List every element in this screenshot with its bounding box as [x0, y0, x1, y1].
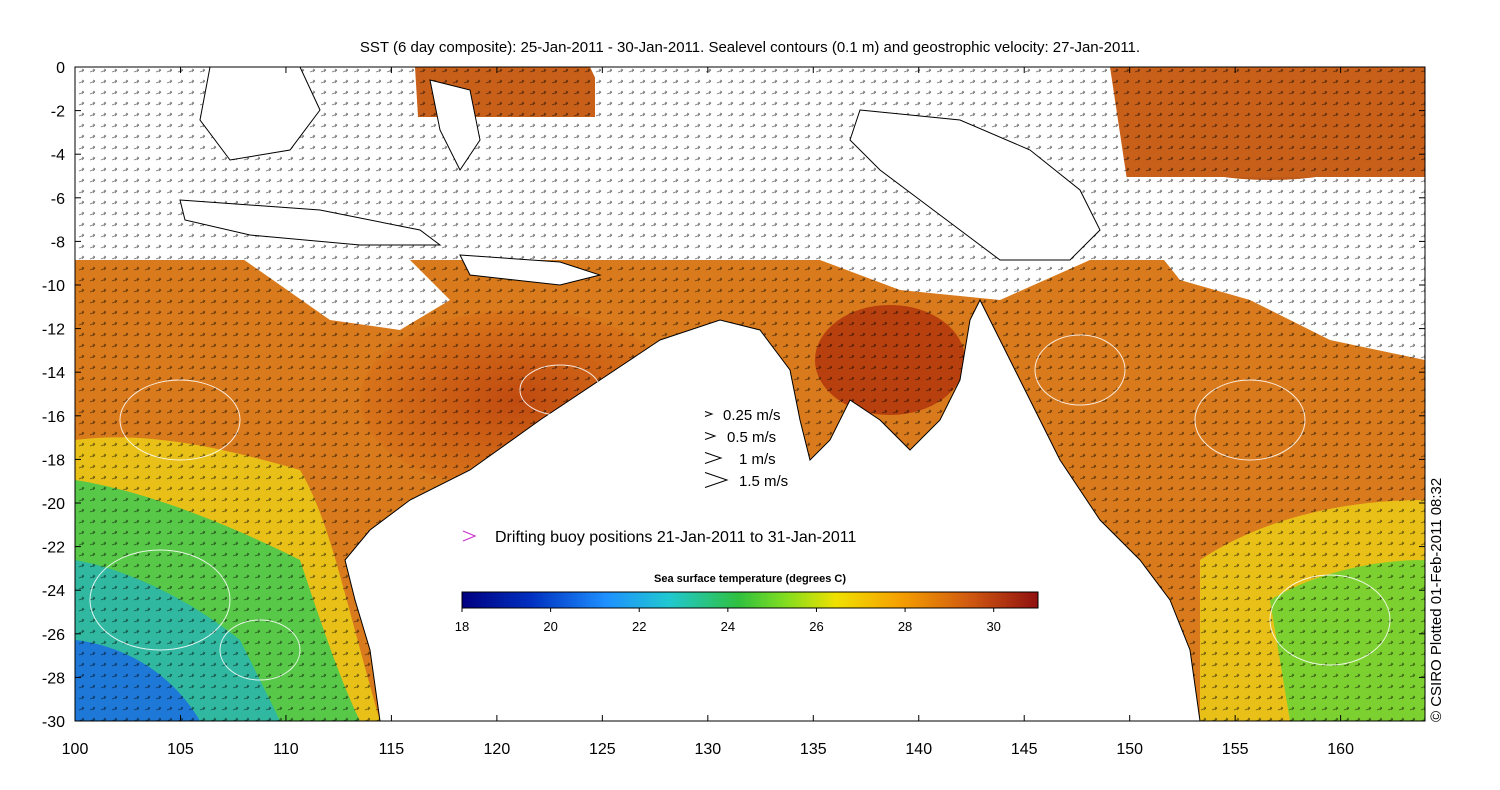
buoy-legend-label: Drifting buoy positions 21-Jan-2011 to 3…: [495, 529, 857, 546]
sulawesi-landmass: [429, 79, 481, 171]
borneo-landmass: [199, 67, 321, 161]
velocity-legend-label: 1 m/s: [739, 451, 776, 468]
colorbar-tick-label: 30: [986, 619, 1000, 634]
y-tick-label: -8: [51, 234, 65, 251]
y-tick-label: -22: [42, 540, 65, 557]
colorbar-ticks: 18 20 22 24 26 28 30: [455, 608, 1001, 634]
velocity-arrow-icon: [704, 472, 729, 488]
java-landmass: [179, 199, 442, 246]
new-guinea-landmass: [849, 109, 1101, 261]
sst-colorbar: Sea surface temperature (degrees C) 18 20…: [455, 573, 1039, 634]
colorbar-gradient: [461, 591, 1039, 609]
x-tick-label: 150: [1116, 741, 1143, 758]
sealevel-contours: [89, 334, 1391, 681]
y-tick-label: -14: [42, 365, 65, 382]
velocity-arrow-icon: [704, 411, 714, 417]
x-tick-label: 160: [1327, 741, 1354, 758]
x-tick-label: 155: [1222, 741, 1249, 758]
colorbar-title: Sea surface temperature (degrees C): [654, 573, 846, 585]
velocity-legend-label: 0.25 m/s: [723, 407, 781, 424]
x-tick-label: 120: [484, 741, 511, 758]
y-tick-label: -2: [51, 104, 65, 121]
velocity-legend-label: 0.5 m/s: [727, 429, 776, 446]
y-tick-label: -18: [42, 452, 65, 469]
x-tick-label: 135: [800, 741, 827, 758]
x-tick-label: 110: [273, 741, 299, 758]
y-tick-label: -12: [42, 322, 65, 339]
velocity-arrow-icon: [704, 432, 717, 440]
colorbar-tick-label: 20: [543, 619, 557, 634]
y-tick-label: -30: [42, 714, 65, 731]
velocity-legend: 0.25 m/s 0.5 m/s 1 m/s 1.5 m/s: [704, 407, 788, 490]
y-tick-label: -26: [42, 627, 65, 644]
y-tick-label: -28: [42, 670, 65, 687]
velocity-legend-label: 1.5 m/s: [739, 473, 788, 490]
credit-text: © CSIRO Plotted 01-Feb-2011 08:32: [1428, 478, 1445, 722]
y-axis: 0 -2 -4 -6 -8 -10 -12 -14 -16 -18 -20 -22 -24 -26 -28 -…: [42, 60, 1425, 731]
colorbar-tick-label: 26: [809, 619, 823, 634]
australia-landmass: [344, 298, 1201, 721]
colorbar-tick-label: 28: [898, 619, 912, 634]
x-axis: 100 105 110 115 120 125 130 135 140 145 150 155 160: [62, 67, 1354, 758]
map-frame: [74, 66, 1426, 722]
velocity-arrow-icon: [704, 452, 723, 464]
x-tick-label: 100: [62, 741, 89, 758]
y-tick-label: -4: [51, 147, 65, 164]
x-tick-label: 130: [694, 741, 721, 758]
colorbar-tick-label: 22: [632, 619, 646, 634]
y-tick-label: 0: [56, 60, 65, 77]
colorbar-tick-label: 18: [455, 619, 469, 634]
buoy-marker-icon: [462, 530, 477, 542]
buoy-legend: Drifting buoy positions 21-Jan-2011 to 3…: [462, 529, 857, 546]
x-tick-label: 105: [167, 741, 194, 758]
x-tick-label: 115: [379, 741, 405, 758]
x-tick-label: 125: [589, 741, 616, 758]
x-tick-label: 140: [905, 741, 932, 758]
x-tick-label: 145: [1011, 741, 1038, 758]
y-tick-label: -24: [42, 583, 65, 600]
y-tick-label: -16: [42, 409, 65, 426]
map-title: SST (6 day composite): 25-Jan-2011 - 30-…: [360, 39, 1140, 56]
y-tick-label: -20: [42, 496, 65, 513]
lesser-sunda-landmass: [459, 254, 602, 286]
colorbar-tick-label: 24: [721, 619, 735, 634]
y-tick-label: -6: [51, 191, 65, 208]
y-tick-label: -10: [42, 278, 65, 295]
sst-field: [75, 67, 1425, 721]
